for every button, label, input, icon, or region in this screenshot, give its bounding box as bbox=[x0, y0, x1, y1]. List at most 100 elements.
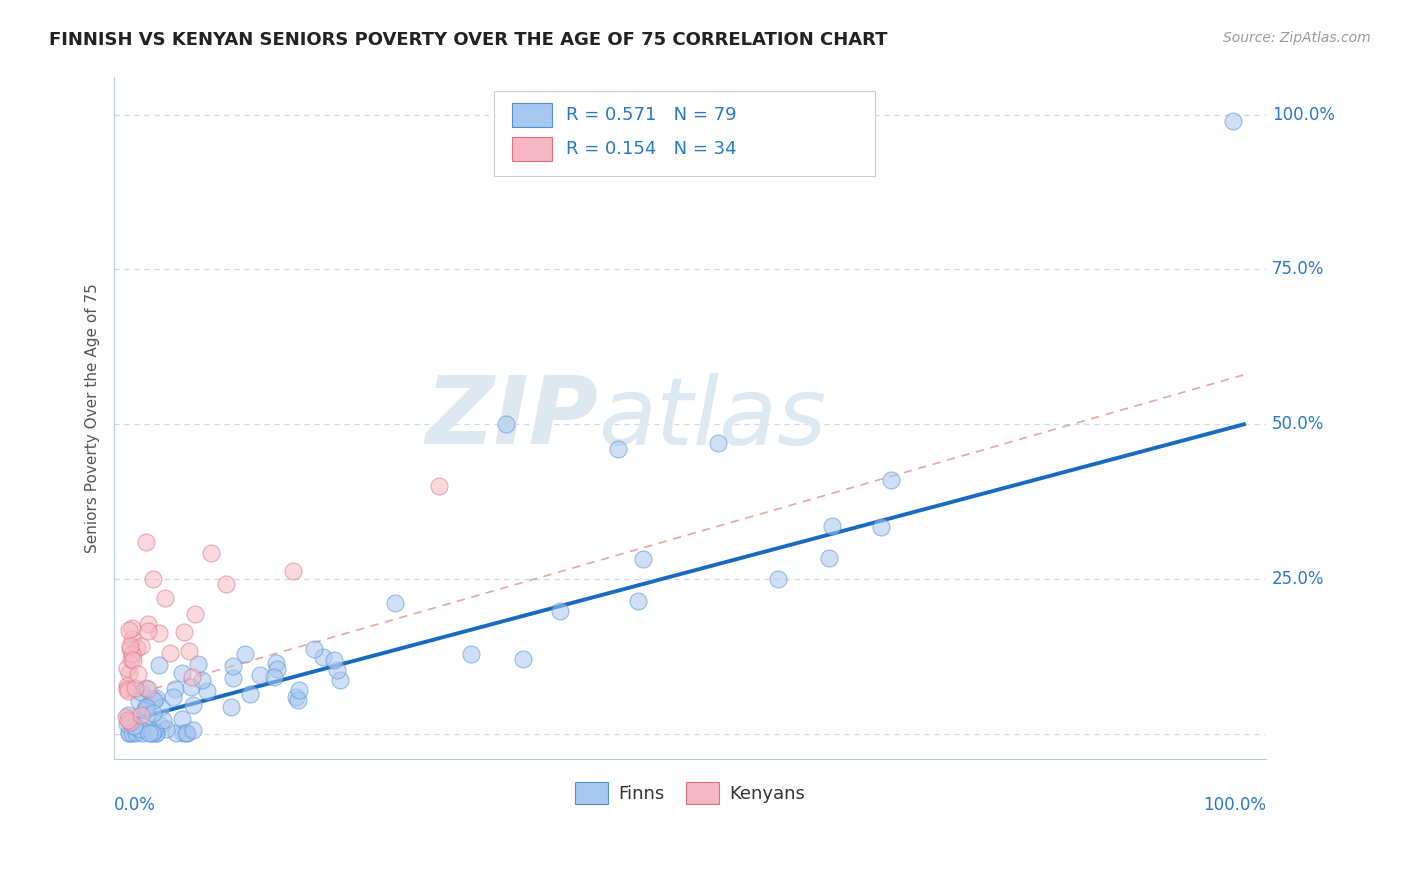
Point bbox=[1222, 113, 1244, 128]
Bar bbox=[512, 137, 553, 161]
Point bbox=[312, 649, 335, 664]
Point bbox=[817, 550, 839, 565]
Point bbox=[145, 690, 167, 705]
Point bbox=[869, 519, 891, 533]
Point bbox=[115, 710, 138, 724]
Point bbox=[121, 725, 143, 739]
Point bbox=[627, 593, 650, 607]
Point bbox=[127, 666, 149, 681]
Point bbox=[142, 693, 165, 707]
Text: 100.0%: 100.0% bbox=[1204, 797, 1267, 814]
Point bbox=[141, 726, 163, 740]
Point bbox=[768, 572, 790, 586]
Point bbox=[174, 726, 197, 740]
Point bbox=[329, 673, 352, 687]
Point bbox=[176, 726, 198, 740]
Point bbox=[142, 706, 165, 721]
Point bbox=[124, 719, 146, 733]
Point bbox=[172, 712, 194, 726]
Point bbox=[184, 607, 207, 621]
Point bbox=[117, 714, 139, 728]
Point bbox=[128, 694, 150, 708]
Text: 50.0%: 50.0% bbox=[1272, 416, 1324, 434]
Point bbox=[127, 725, 149, 739]
Point bbox=[215, 577, 238, 591]
Point bbox=[127, 641, 149, 656]
Point bbox=[187, 657, 209, 672]
Point bbox=[148, 625, 170, 640]
Text: atlas: atlas bbox=[598, 373, 827, 464]
Point bbox=[287, 682, 309, 697]
Point bbox=[266, 663, 288, 677]
Point bbox=[302, 641, 325, 656]
Point bbox=[143, 723, 166, 738]
Point bbox=[131, 726, 153, 740]
Point bbox=[159, 646, 181, 660]
Point bbox=[239, 687, 262, 701]
Point bbox=[125, 721, 148, 735]
Point bbox=[155, 722, 177, 736]
Point bbox=[134, 535, 156, 549]
Point bbox=[707, 436, 730, 450]
Text: 75.0%: 75.0% bbox=[1272, 260, 1324, 278]
Point bbox=[384, 596, 406, 610]
Point bbox=[606, 442, 628, 456]
Point bbox=[141, 726, 163, 740]
Point bbox=[118, 714, 141, 729]
Point bbox=[163, 681, 186, 696]
Point bbox=[129, 639, 152, 653]
Point bbox=[122, 652, 145, 666]
Point bbox=[153, 591, 176, 605]
Point bbox=[821, 519, 844, 533]
Text: 0.0%: 0.0% bbox=[114, 797, 156, 814]
Point bbox=[323, 653, 346, 667]
Point bbox=[141, 691, 163, 706]
Point bbox=[264, 656, 287, 670]
Point bbox=[195, 683, 218, 698]
Point bbox=[287, 693, 309, 707]
Point bbox=[124, 726, 146, 740]
Point bbox=[117, 684, 139, 698]
Point bbox=[145, 726, 167, 740]
Point bbox=[172, 726, 194, 740]
Point bbox=[118, 726, 141, 740]
Bar bbox=[512, 103, 553, 127]
Point bbox=[120, 652, 142, 666]
Point bbox=[222, 671, 245, 685]
Point bbox=[117, 661, 139, 675]
Text: 25.0%: 25.0% bbox=[1272, 570, 1324, 588]
Point bbox=[117, 681, 139, 696]
Point bbox=[148, 658, 170, 673]
Point bbox=[200, 546, 222, 560]
Point bbox=[427, 479, 450, 493]
Point bbox=[135, 681, 157, 695]
FancyBboxPatch shape bbox=[495, 91, 875, 177]
Point bbox=[181, 670, 204, 684]
Point bbox=[118, 639, 141, 653]
Point bbox=[117, 707, 139, 722]
Point bbox=[631, 552, 654, 566]
Point bbox=[550, 604, 572, 618]
Point bbox=[118, 623, 141, 637]
Point bbox=[233, 647, 256, 661]
Legend: Finns, Kenyans: Finns, Kenyans bbox=[568, 774, 813, 811]
Point bbox=[149, 700, 172, 714]
Point bbox=[179, 644, 201, 658]
Point bbox=[138, 726, 160, 740]
Point bbox=[263, 670, 285, 684]
Point bbox=[118, 641, 141, 656]
Point bbox=[165, 726, 187, 740]
Point bbox=[170, 666, 193, 681]
Text: ZIP: ZIP bbox=[425, 372, 598, 464]
Point bbox=[249, 667, 271, 681]
Point bbox=[142, 572, 165, 586]
Point bbox=[135, 700, 157, 714]
Point bbox=[136, 681, 159, 696]
Point bbox=[191, 673, 214, 687]
Point bbox=[145, 726, 167, 740]
Point bbox=[162, 690, 184, 704]
Point bbox=[512, 651, 534, 665]
Y-axis label: Seniors Poverty Over the Age of 75: Seniors Poverty Over the Age of 75 bbox=[86, 284, 100, 553]
Point bbox=[221, 699, 243, 714]
Point bbox=[152, 713, 174, 727]
